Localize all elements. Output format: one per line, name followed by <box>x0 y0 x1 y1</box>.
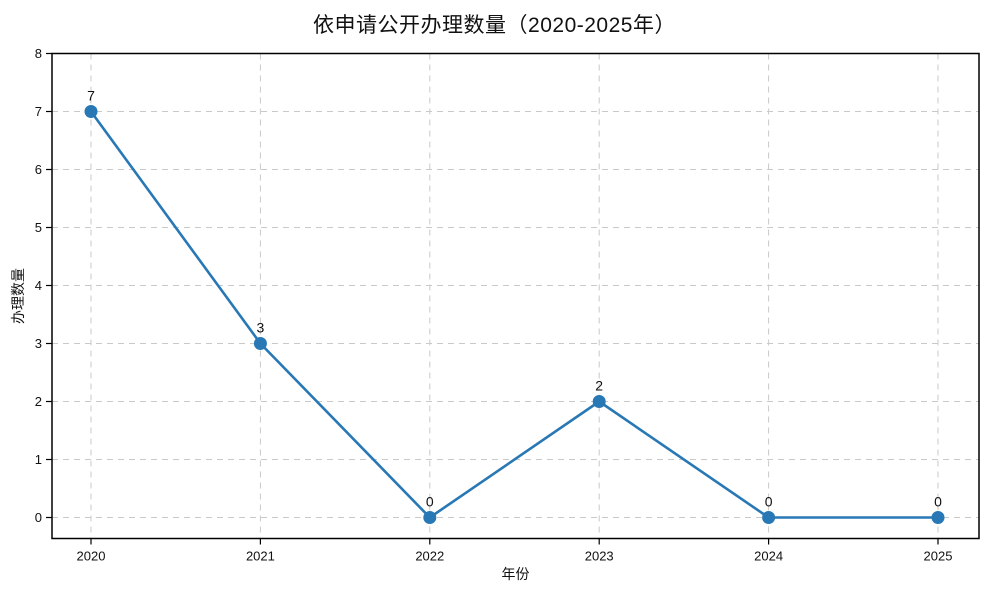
data-point-marker <box>423 511 437 524</box>
data-line <box>89 110 940 519</box>
x-axis-label: 年份 <box>501 566 530 582</box>
x-tick-label: 2024 <box>754 549 783 564</box>
data-point-label: 3 <box>257 320 265 336</box>
x-tick-label: 2022 <box>415 549 444 564</box>
data-point-marker <box>592 395 606 408</box>
y-tick-label: 1 <box>35 452 42 467</box>
x-tick-label: 2023 <box>585 549 614 564</box>
data-point-marker <box>931 511 945 524</box>
y-tick-label: 4 <box>35 278 42 293</box>
y-axis-label: 办理数量 <box>10 268 26 324</box>
data-point-label: 2 <box>595 378 603 394</box>
data-point-label: 0 <box>934 494 942 510</box>
axes-spines <box>51 52 980 540</box>
data-point-label: 7 <box>87 88 95 104</box>
data-point-marker <box>762 511 776 524</box>
x-tick-label: 2020 <box>77 549 106 564</box>
data-point-marker <box>84 105 98 118</box>
data-point-label: 0 <box>765 494 773 510</box>
y-tick-label: 6 <box>35 162 42 177</box>
x-tick-label: 2021 <box>246 549 275 564</box>
y-tick-label: 3 <box>35 336 42 351</box>
data-point-marker <box>253 337 267 350</box>
y-tick-label: 7 <box>35 104 42 119</box>
y-tick-label: 5 <box>35 220 42 235</box>
data-point-label: 0 <box>426 494 434 510</box>
y-tick-label: 0 <box>35 510 42 525</box>
y-tick-label: 2 <box>35 394 42 409</box>
x-tick-label: 2025 <box>924 549 953 564</box>
y-tick-label: 8 <box>35 46 42 61</box>
chart-title: 依申请公开办理数量（2020-2025年） <box>313 14 676 37</box>
